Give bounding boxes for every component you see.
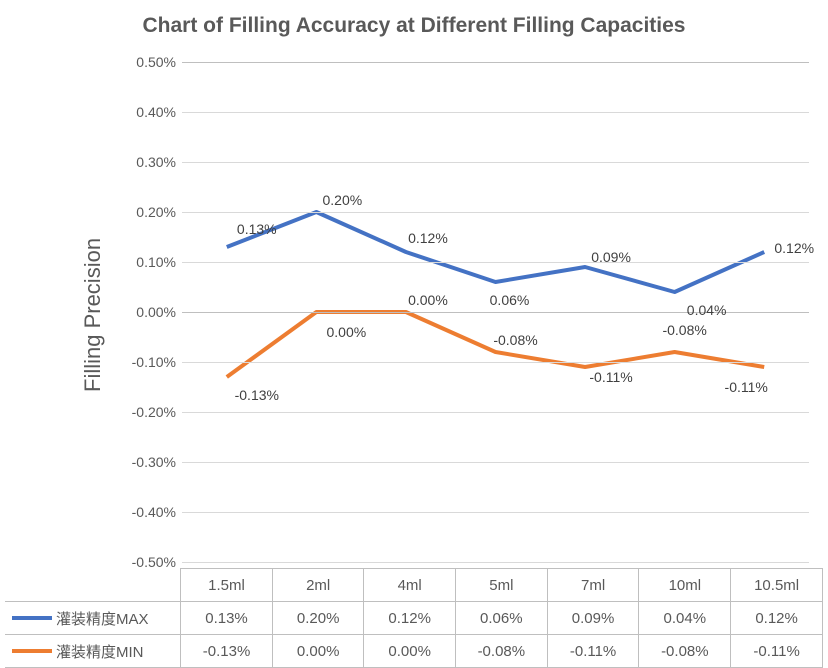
y-tick-label: 0.50% (136, 54, 182, 70)
data-label: 0.00% (408, 292, 448, 308)
gridline (182, 112, 809, 113)
legend-value: 0.04% (639, 602, 731, 635)
y-tick-label: -0.30% (132, 454, 182, 470)
series-line-0 (227, 212, 764, 292)
data-label: -0.11% (589, 369, 632, 385)
legend-category: 10ml (639, 569, 731, 602)
data-label: -0.08% (493, 332, 537, 348)
legend-series-cell: 灌装精度MAX (5, 602, 181, 635)
legend-category: 2ml (272, 569, 364, 602)
chart-title: Chart of Filling Accuracy at Different F… (0, 14, 828, 38)
y-tick-label: 0.30% (136, 154, 182, 170)
y-tick-label: -0.20% (132, 404, 182, 420)
gridline (182, 162, 809, 163)
data-label: 0.06% (490, 292, 530, 308)
data-label: 0.13% (237, 221, 277, 237)
data-label: 0.12% (774, 240, 814, 256)
gridline (182, 512, 809, 513)
legend-category: 4ml (364, 569, 456, 602)
data-label: -0.08% (662, 322, 706, 338)
legend-value: 0.12% (364, 602, 456, 635)
y-tick-label: -0.40% (132, 504, 182, 520)
data-label: -0.11% (725, 379, 768, 395)
gridline (182, 212, 809, 213)
legend-value: 0.12% (731, 602, 823, 635)
data-label: 0.12% (408, 230, 448, 246)
data-label: 0.20% (322, 192, 362, 208)
legend-category: 5ml (455, 569, 547, 602)
legend-value: 0.20% (272, 602, 364, 635)
y-tick-label: 0.00% (136, 304, 182, 320)
y-tick-label: 0.10% (136, 254, 182, 270)
y-axis-label: Filling Precision (80, 238, 106, 392)
legend-value: 0.09% (547, 602, 639, 635)
plot-area: 0.50%0.40%0.30%0.20%0.10%0.00%-0.10%-0.2… (182, 62, 809, 562)
gridline (182, 462, 809, 463)
legend-value: 0.13% (181, 602, 273, 635)
gridline (182, 262, 809, 263)
gridline (182, 562, 809, 563)
data-label: 0.09% (591, 249, 631, 265)
data-label: 0.04% (687, 302, 727, 318)
y-tick-label: 0.20% (136, 204, 182, 220)
gridline (182, 412, 809, 413)
legend-category: 1.5ml (181, 569, 273, 602)
legend-table: 1.5ml2ml4ml5ml7ml10ml10.5ml灌装精度MAX0.13%0… (5, 568, 823, 668)
legend-swatch (12, 646, 52, 656)
legend-category: 7ml (547, 569, 639, 602)
legend-value: 0.06% (455, 602, 547, 635)
gridline (182, 362, 809, 363)
legend-swatch (12, 613, 52, 623)
data-label: -0.13% (235, 387, 279, 403)
legend-category: 10.5ml (731, 569, 823, 602)
y-tick-label: 0.40% (136, 104, 182, 120)
data-label: 0.00% (326, 324, 366, 340)
y-tick-label: -0.10% (132, 354, 182, 370)
